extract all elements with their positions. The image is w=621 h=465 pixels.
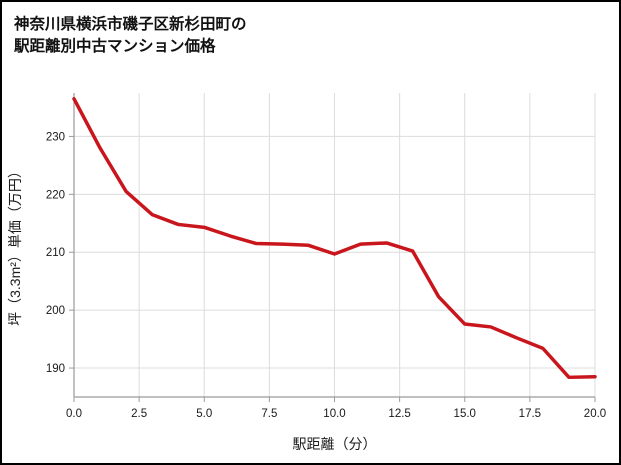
chart-title-line1: 神奈川県横浜市磯子区新杉田町の (14, 16, 247, 33)
chart-title-line2: 駅距離別中古マンション価格 (14, 38, 216, 56)
x-tick-label: 10.0 (323, 408, 345, 420)
x-tick-label: 2.5 (131, 408, 147, 420)
x-tick-label: 7.5 (261, 408, 277, 420)
chart-title: 神奈川県横浜市磯子区新杉田町の 駅距離別中古マンション価格 (2, 2, 619, 61)
y-tick-label: 190 (46, 363, 65, 375)
line-chart: 0.0 2.5 5.0 7.5 10.0 12.5 15.0 17.5 20.0 190 200 21… (7, 92, 606, 452)
y-tick-label: 220 (46, 189, 65, 201)
x-tick-label: 12.5 (388, 408, 410, 420)
x-tick-label: 17.5 (519, 408, 541, 420)
price-line-series (72, 96, 597, 379)
y-tick-label: 200 (46, 305, 65, 317)
y-tick-label: 230 (46, 131, 65, 143)
y-axis-label: 坪（3.3m²）単価（万円） (7, 164, 23, 326)
x-tick-label: 15.0 (454, 408, 476, 420)
x-tick-label: 20.0 (584, 408, 606, 420)
y-tick-label: 210 (46, 247, 65, 259)
x-tick-label: 5.0 (196, 408, 212, 420)
x-axis-label: 駅距離（分） (293, 436, 377, 452)
x-tick-label: 0.0 (66, 408, 82, 420)
